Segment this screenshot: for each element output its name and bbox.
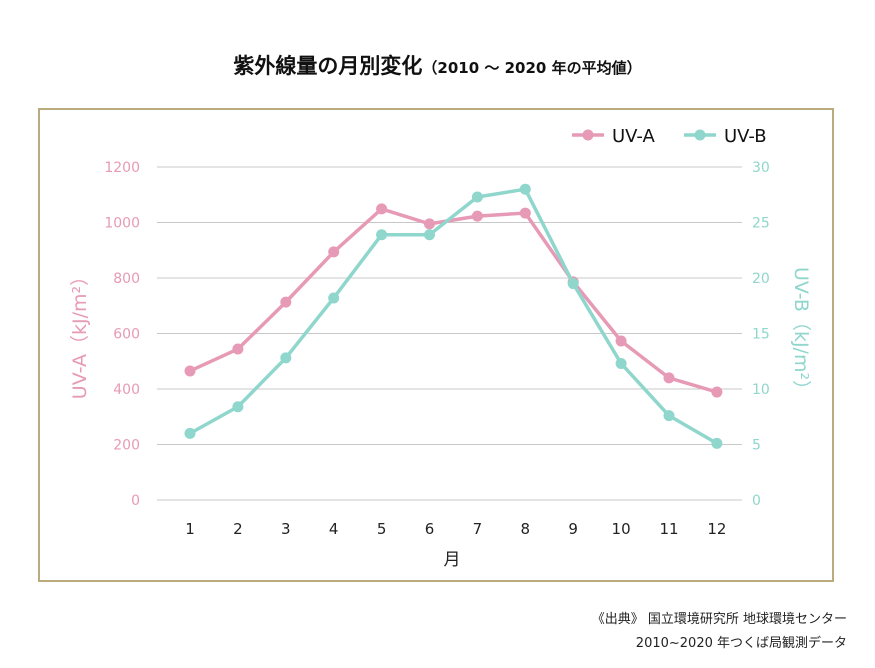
x-tick-label: 4: [329, 520, 339, 538]
source-line-1: 《出典》 国立環境研究所 地球環境センター: [591, 612, 847, 627]
data-point-uv-b: [328, 292, 340, 304]
data-point-uv-b: [615, 357, 627, 369]
legend-marker: [694, 129, 706, 141]
data-point-uv-b: [663, 410, 675, 422]
x-tick-label: 9: [568, 520, 578, 538]
data-point-uv-a: [424, 218, 435, 230]
data-point-uv-a: [519, 207, 531, 219]
y-right-tick-label: 0: [752, 493, 761, 509]
title-main: 紫外線量の月別変化: [233, 54, 423, 78]
data-point-uv-a: [232, 343, 244, 355]
chart-title: 紫外線量の月別変化（2010 ～ 2020 年の平均値）: [0, 50, 875, 80]
y-left-tick-label: 1200: [104, 160, 140, 176]
y-right-tick-label: 20: [752, 271, 770, 287]
y-left-tick-label: 0: [131, 493, 140, 509]
data-point-uv-b: [711, 437, 723, 449]
data-point-uv-a: [280, 296, 292, 308]
x-tick-label: 2: [233, 520, 243, 538]
legend-marker: [582, 129, 594, 141]
data-point-uv-a: [663, 372, 675, 384]
x-tick-label: 11: [659, 520, 678, 538]
legend-label: UV-B: [724, 126, 767, 147]
x-tick-label: 7: [473, 520, 483, 538]
data-point-uv-a: [328, 246, 340, 258]
y-right-tick-label: 25: [752, 216, 770, 232]
y-left-tick-label: 800: [113, 271, 140, 287]
y-left-axis-label: UV-A（kJ/m²）: [69, 267, 91, 399]
x-tick-label: 12: [707, 520, 726, 538]
data-point-uv-a: [711, 386, 723, 398]
y-left-tick-label: 200: [113, 438, 140, 454]
data-point-uv-b: [376, 229, 388, 241]
data-point-uv-b: [280, 352, 292, 364]
x-tick-label: 5: [377, 520, 387, 538]
y-right-tick-label: 15: [752, 327, 770, 343]
y-right-tick-label: 10: [752, 382, 770, 398]
data-point-uv-a: [184, 365, 196, 377]
chart-frame: [38, 108, 834, 582]
data-point-uv-b: [567, 278, 579, 290]
x-tick-label: 10: [612, 520, 631, 538]
x-tick-label: 3: [281, 520, 291, 538]
x-axis-label: 月: [444, 550, 461, 570]
x-tick-label: 6: [425, 520, 435, 538]
y-left-tick-label: 400: [113, 382, 140, 398]
y-left-tick-label: 1000: [104, 216, 140, 232]
y-right-axis-label: UV-B（kJ/m²）: [790, 267, 812, 399]
data-point-uv-a: [376, 203, 388, 215]
data-point-uv-b: [471, 191, 483, 203]
data-point-uv-b: [519, 183, 531, 195]
source-line-2: 2010~2020 年つくば局観測データ: [635, 636, 847, 651]
series-line-uv-a: [189, 207, 718, 394]
y-right-tick-label: 30: [752, 160, 770, 176]
legend-label: UV-A: [612, 126, 656, 147]
title-sub: （2010 ～ 2020 年の平均値）: [422, 59, 642, 77]
x-tick-label: 8: [521, 520, 531, 538]
data-point-uv-a: [615, 335, 627, 347]
data-point-uv-b: [184, 427, 196, 439]
series-line-uv-b: [189, 187, 718, 445]
data-point-uv-b: [424, 229, 435, 241]
y-right-tick-label: 5: [752, 438, 761, 454]
y-left-tick-label: 600: [113, 327, 140, 343]
x-tick-label: 1: [185, 520, 195, 538]
data-point-uv-b: [232, 401, 244, 413]
data-point-uv-a: [471, 210, 483, 222]
